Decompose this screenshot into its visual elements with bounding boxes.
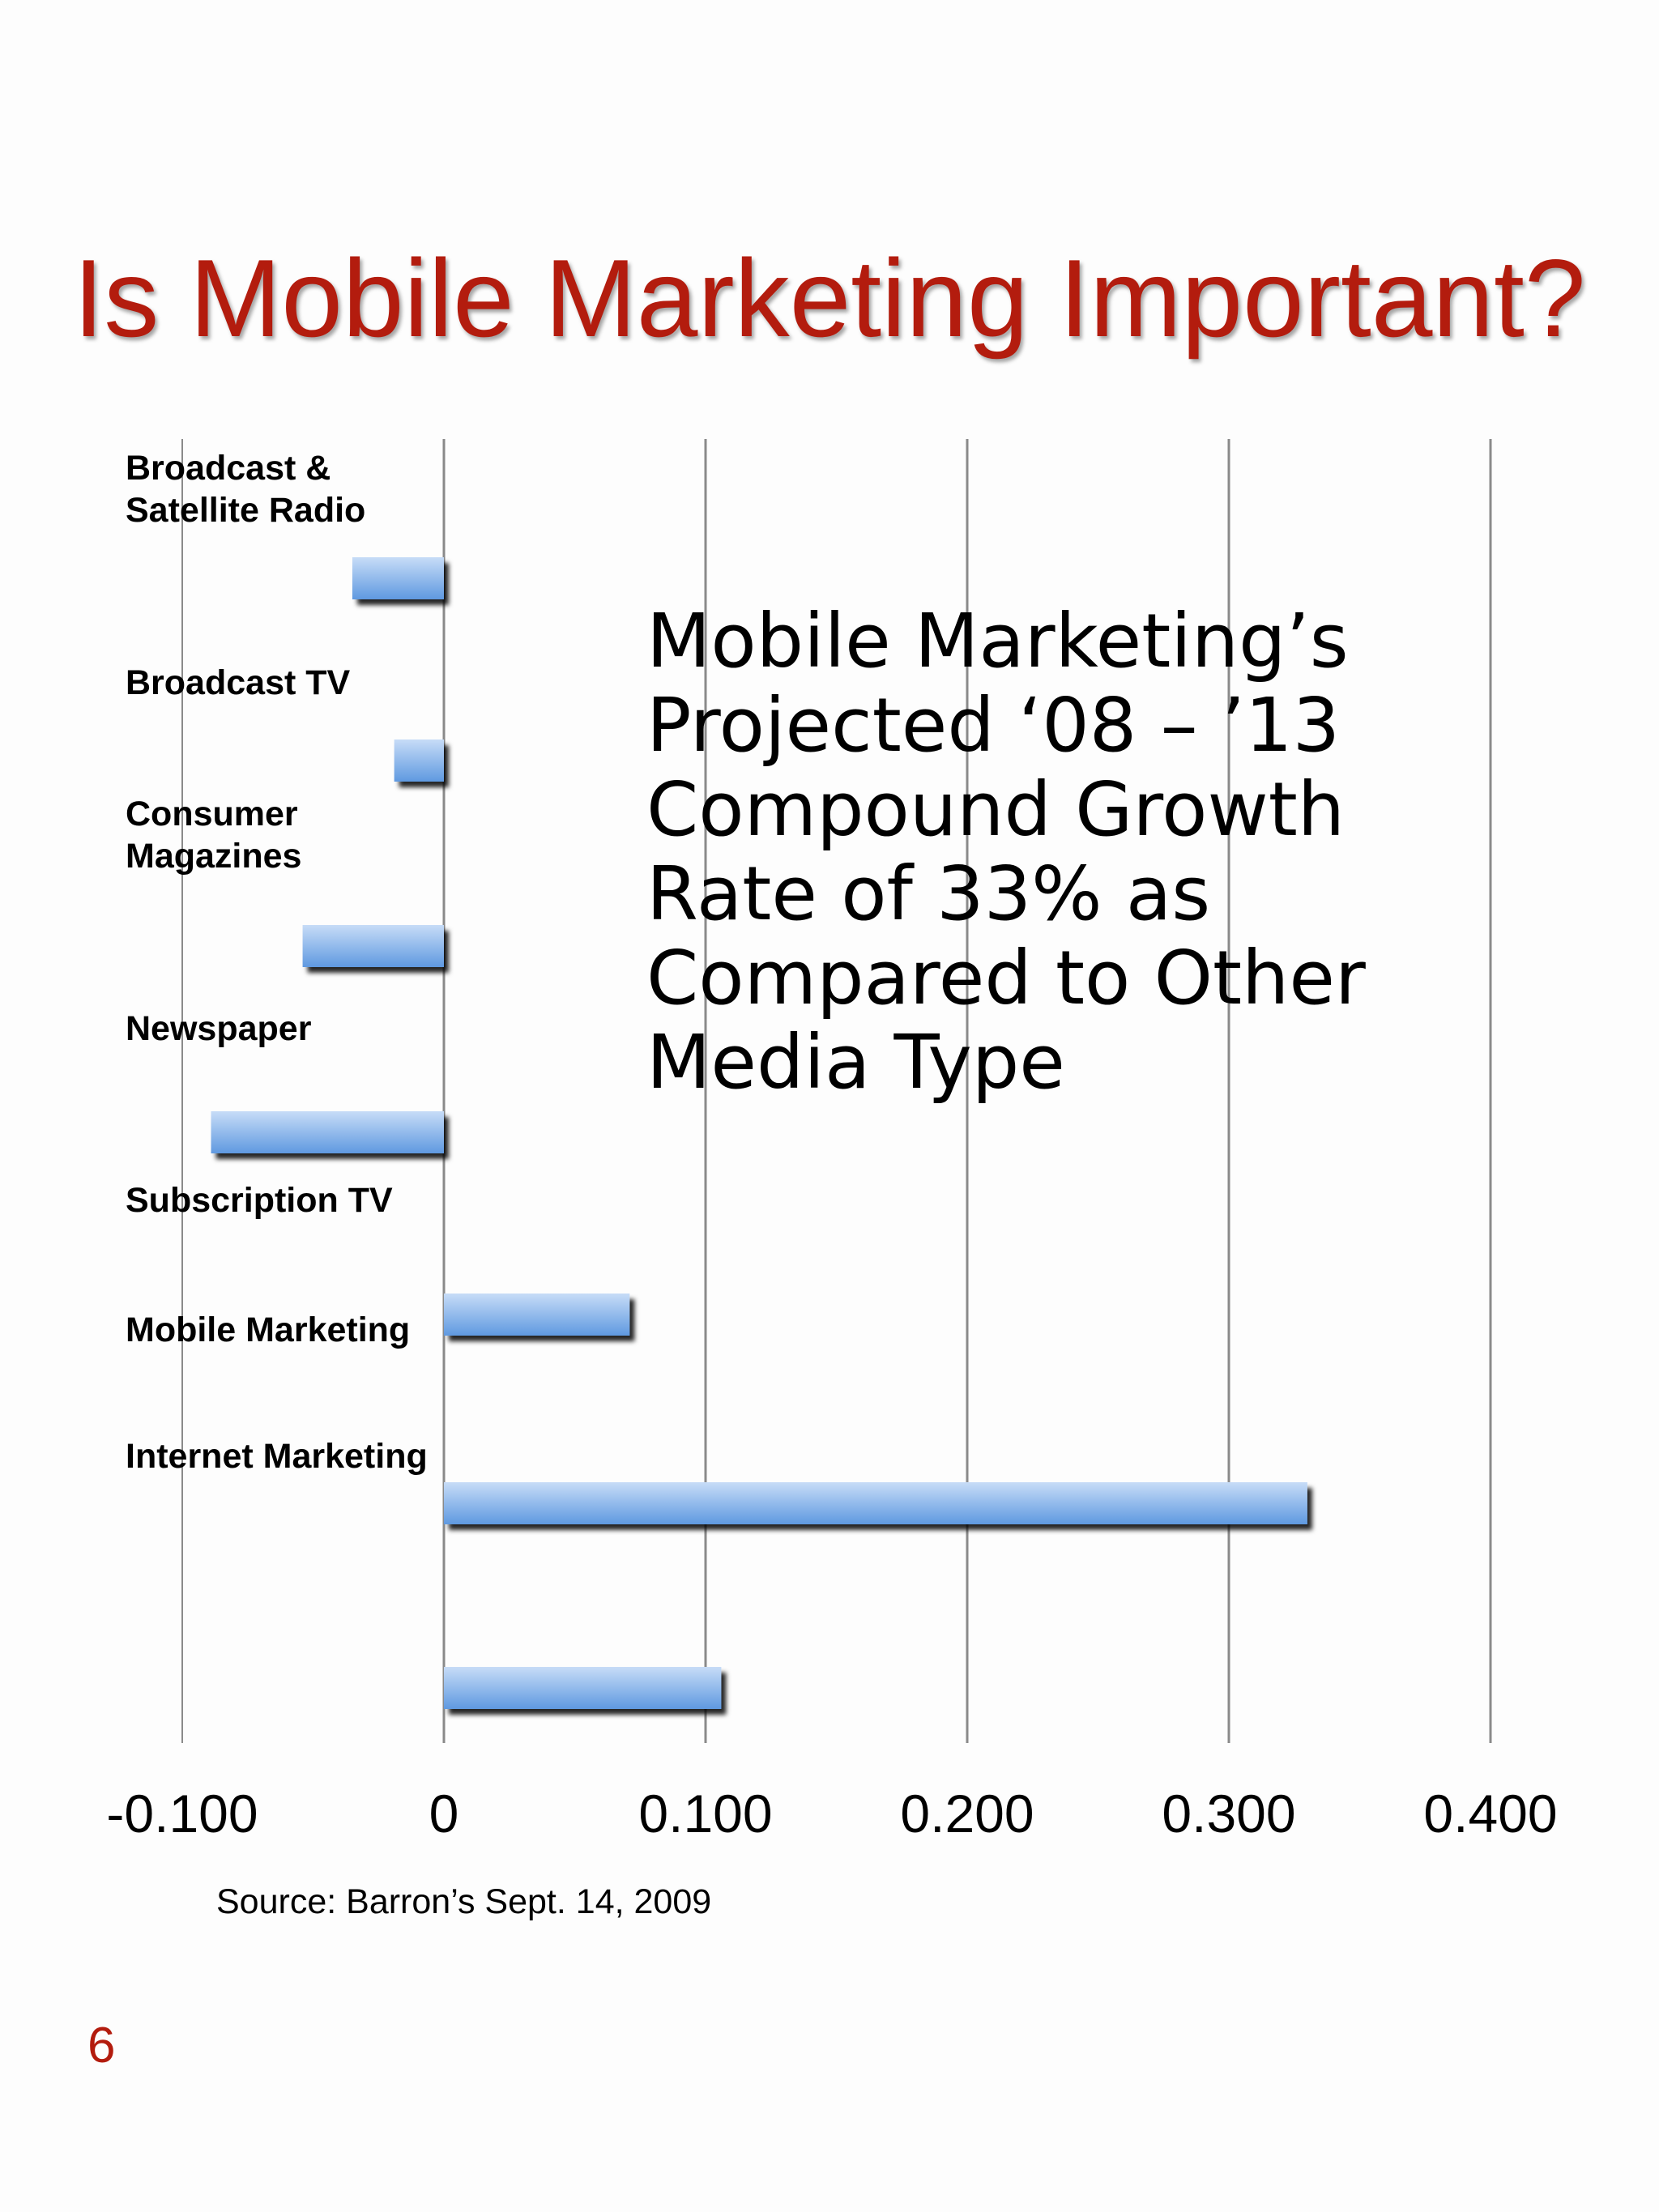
category-label-2-0: Consumer (126, 795, 298, 833)
category-label-0-0: Broadcast & (126, 449, 331, 488)
page-number: 6 (87, 2018, 116, 2073)
x-tick-label-3: 0.200 (900, 1784, 1034, 1843)
category-label-4-0: Subscription TV (126, 1181, 393, 1220)
bar-1 (394, 739, 444, 782)
bar-3 (211, 1111, 444, 1153)
source-note: Source: Barron’s Sept. 14, 2009 (216, 1882, 712, 1921)
bar-6 (444, 1667, 722, 1709)
category-label-0-1: Satellite Radio (126, 491, 365, 530)
bar-4 (444, 1294, 630, 1336)
x-tick-label-4: 0.300 (1162, 1784, 1295, 1843)
category-label-1-0: Broadcast TV (126, 663, 351, 702)
category-label-6-0: Internet Marketing (126, 1437, 428, 1476)
x-tick-label-5: 0.400 (1423, 1784, 1557, 1843)
chart-callout-text: Mobile Marketing’s Projected ‘08 – ’13 C… (646, 598, 1366, 1106)
category-label-2-1: Magazines (126, 837, 301, 876)
chart-bars (211, 557, 1307, 1709)
chart-category-labels: Broadcast &Satellite Radio Broadcast TV Co… (126, 449, 428, 1476)
slide-title: Is Mobile Marketing Important? (73, 237, 1586, 360)
category-label-3-0: Newspaper (126, 1009, 312, 1048)
category-label-5-0: Mobile Marketing (126, 1311, 410, 1349)
x-tick-label-2: 0.100 (638, 1784, 772, 1843)
bar-5 (444, 1482, 1307, 1524)
chart-x-tick-labels: -0.100 0 0.100 0.200 0.300 0.400 (106, 1784, 1557, 1843)
chart-gridlines (181, 439, 1492, 1743)
x-tick-label-0: -0.100 (106, 1784, 258, 1843)
bar-0 (352, 557, 444, 599)
x-tick-label-1: 0 (429, 1784, 459, 1843)
bar-2 (302, 925, 444, 967)
